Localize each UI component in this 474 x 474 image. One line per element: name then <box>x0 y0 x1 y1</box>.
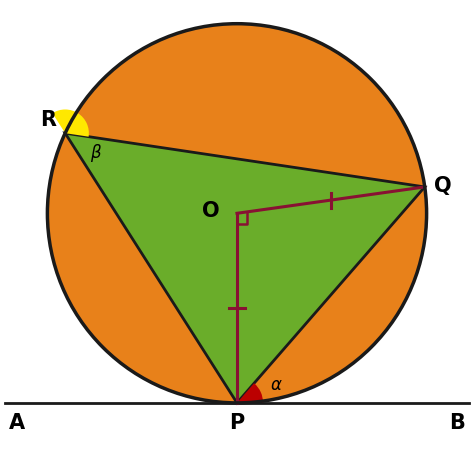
Wedge shape <box>237 383 263 403</box>
Text: P: P <box>229 413 245 433</box>
Text: Q: Q <box>434 176 452 196</box>
Text: β: β <box>90 144 100 162</box>
Text: O: O <box>202 201 220 221</box>
Polygon shape <box>65 133 425 403</box>
Text: α: α <box>270 376 281 394</box>
Wedge shape <box>53 109 89 137</box>
Text: B: B <box>449 413 465 433</box>
Text: R: R <box>41 110 56 130</box>
Circle shape <box>47 24 427 403</box>
Text: A: A <box>9 413 25 433</box>
